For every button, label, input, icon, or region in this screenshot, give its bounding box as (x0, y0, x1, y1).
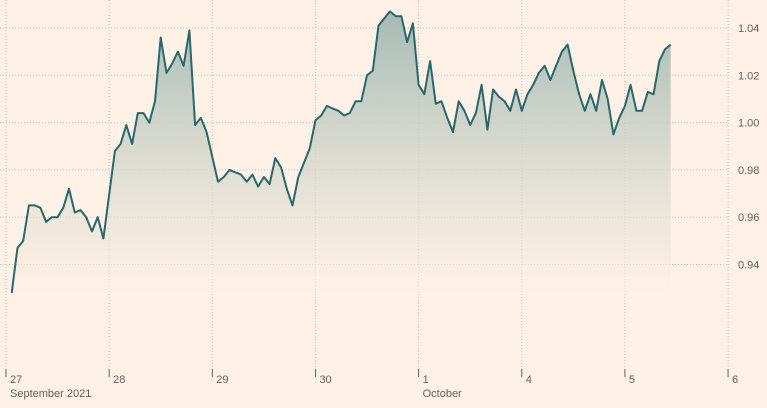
y-tick-label: 1.04 (738, 23, 759, 35)
x-tick-label: 28 (113, 374, 125, 386)
y-tick-label: 0.96 (738, 212, 759, 224)
y-axis: 0.94 0.96 0.98 1.00 1.02 1.04 (738, 23, 759, 272)
series-line (10, 10, 672, 294)
y-tick-label: 0.98 (738, 165, 759, 177)
y-tick-label: 0.94 (738, 260, 759, 272)
x-tick-label: 27 (10, 374, 22, 386)
y-tick-label: 1.00 (738, 118, 759, 130)
x-tick-sublabel: October (423, 388, 462, 400)
x-tick-sublabel: September 2021 (10, 388, 91, 400)
x-tick-label: 4 (526, 374, 532, 386)
x-tick-label: 1 (423, 374, 429, 386)
y-tick-label: 1.02 (738, 70, 759, 82)
x-axis: 27 September 2021 28 29 30 1 October 4 5 6 (5, 369, 738, 400)
x-tick-label: 30 (319, 374, 331, 386)
x-tick-label: 29 (216, 374, 228, 386)
x-tick-label: 5 (629, 374, 635, 386)
x-tick-label: 6 (732, 374, 738, 386)
area-fill (11, 11, 671, 293)
